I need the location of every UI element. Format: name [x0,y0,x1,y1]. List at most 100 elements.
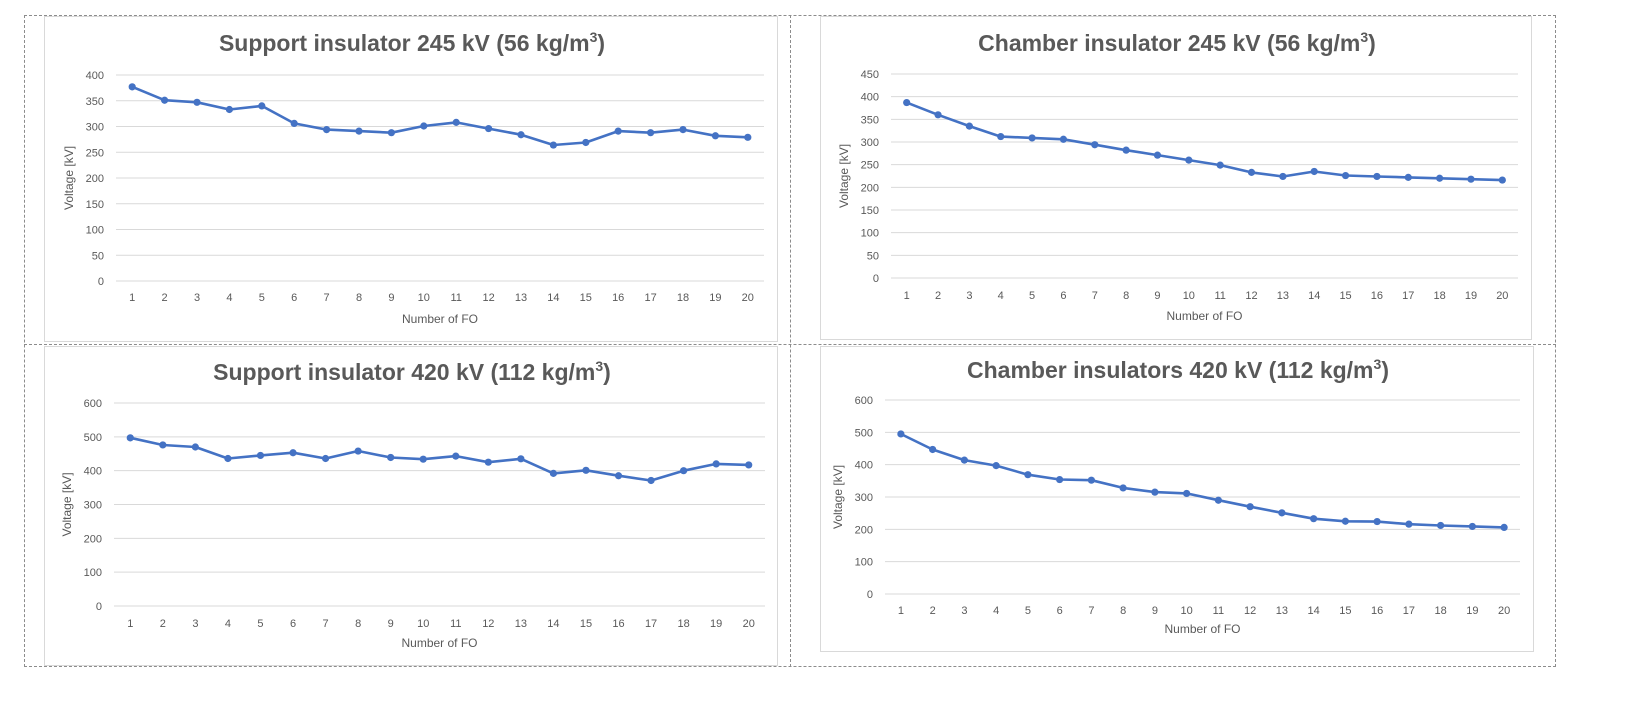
x-tick-label: 9 [1152,605,1158,617]
series-line [131,85,748,147]
chart-title-superscript: 3 [590,29,598,45]
data-point [744,133,752,141]
y-tick-label: 150 [861,205,879,217]
data-point [1341,171,1350,180]
data-point [1436,174,1444,182]
data-point [1437,521,1445,530]
data-point [1404,173,1412,181]
divider-horizontal [24,344,1556,345]
x-axis-label: Number of FO [1164,622,1240,636]
data-point [191,443,199,451]
x-tick-label: 6 [1060,290,1066,302]
x-tick-label: 5 [1025,605,1031,617]
data-point [224,454,232,463]
y-tick-label: 350 [86,96,104,108]
data-point [354,447,362,455]
data-point [1183,489,1191,498]
x-tick-label: 17 [644,292,656,304]
x-tick-label: 4 [998,290,1004,302]
x-tick-label: 7 [1092,290,1098,302]
data-point [614,472,623,480]
x-tick-label: 1 [904,290,910,302]
x-tick-label: 20 [742,292,754,304]
data-point [549,469,558,477]
x-tick-label: 8 [1123,290,1129,302]
x-tick-label: 12 [482,618,494,630]
x-tick-label: 16 [612,292,624,304]
data-point [321,454,330,463]
x-axis-label: Number of FO [1166,309,1242,323]
x-tick-label: 1 [129,292,135,304]
x-tick-label: 13 [515,292,527,304]
x-tick-label: 3 [192,618,198,630]
chart-title-superscript: 3 [1374,356,1382,372]
data-point [1310,515,1318,523]
data-point [679,125,687,134]
x-tick-label: 16 [1371,605,1383,617]
chart-chamber-245: Chamber insulator 245 kV (56 kg/m3)05010… [837,29,1518,323]
chart-panel-chamber-245: Chamber insulator 245 kV (56 kg/m3) 0 50 10… [820,16,1532,340]
y-tick-label: 200 [84,533,102,545]
y-tick-label: 400 [861,92,879,104]
data-point [484,458,492,466]
data-point [1373,172,1381,181]
chart-panel-chamber-420: Chamber insulators 420 kV (112 kg/m3) 0 10… [820,346,1534,652]
x-tick-label: 8 [356,292,362,304]
x-tick-label: 12 [1245,290,1257,302]
x-tick-label: 9 [388,292,394,304]
x-tick-label: 17 [1402,290,1414,302]
data-point [680,467,688,475]
data-point [355,127,363,135]
divider-vertical [790,15,791,667]
y-tick-label: 200 [86,173,104,185]
data-point [452,118,460,126]
y-tick-label: 300 [855,492,873,504]
x-tick-label: 13 [1277,290,1289,302]
x-tick-label: 14 [1308,605,1320,617]
x-tick-label: 18 [1435,605,1447,617]
data-point [161,96,169,104]
x-tick-label: 2 [162,292,168,304]
y-tick-label: 250 [861,160,879,172]
y-tick-label: 50 [92,250,104,262]
x-tick-label: 4 [226,292,232,304]
data-point [712,460,720,468]
data-point [159,441,167,449]
x-tick-label: 2 [160,618,166,630]
x-tick-label: 5 [259,292,265,304]
y-tick-label: 100 [861,228,879,240]
data-point [387,453,395,462]
y-axis-label: Voltage [kV] [60,472,74,536]
data-point [1310,167,1318,176]
chart-title: Chamber insulators 420 kV (112 kg/m3) [967,356,1389,383]
chart-title-superscript: 3 [595,358,603,374]
x-tick-label: 16 [612,618,624,630]
x-tick-label: 10 [417,618,429,630]
data-point [1185,156,1193,164]
chart-support-245: Support insulator 245 kV (56 kg/m3)05010… [62,29,764,326]
x-tick-label: 2 [930,605,936,617]
x-tick-label: 14 [1308,290,1320,302]
chart-title: Chamber insulator 245 kV (56 kg/m3) [978,29,1376,56]
x-tick-label: 19 [1465,290,1477,302]
x-tick-label: 2 [935,290,941,302]
data-point [1468,522,1476,531]
x-tick-label: 1 [127,618,133,630]
chart-title-close: ) [603,359,611,385]
data-point [1373,517,1381,526]
data-point [934,111,942,119]
data-point [1279,172,1287,181]
data-point [290,119,298,128]
x-tick-label: 16 [1371,290,1383,302]
data-point [582,138,590,147]
data-point [128,83,136,91]
data-point [897,430,905,438]
chart-title-text: Support insulator 420 kV (112 kg/m [213,359,595,385]
data-point [1216,161,1224,169]
x-tick-label: 5 [1029,290,1035,302]
data-point [517,131,525,139]
x-tick-label: 1 [898,605,904,617]
data-point [1059,135,1068,143]
data-point [289,449,297,457]
data-point [1467,175,1475,183]
